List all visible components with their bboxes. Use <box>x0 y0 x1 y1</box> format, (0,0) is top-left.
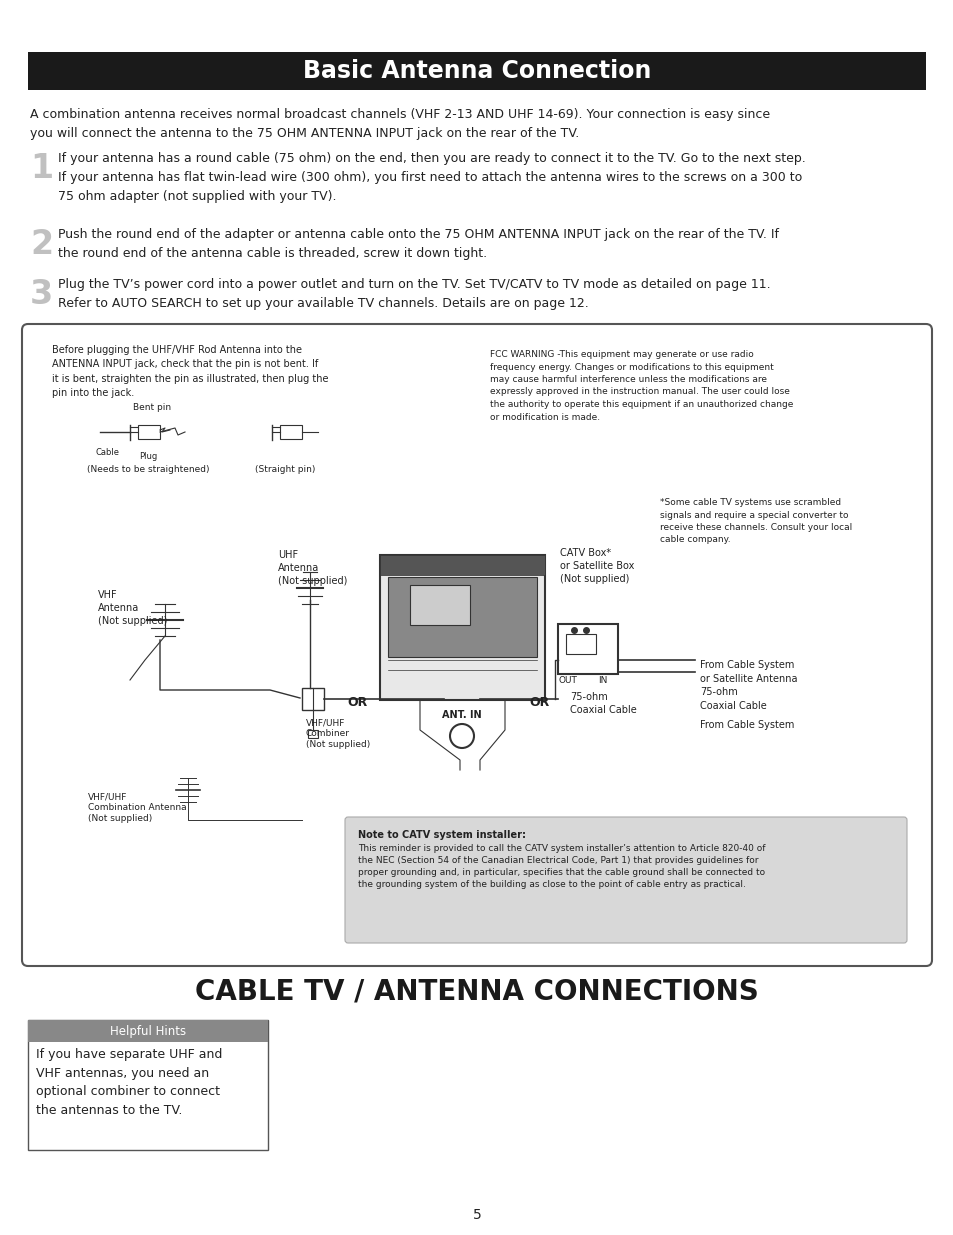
Text: FCC WARNING -This equipment may generate or use radio
frequency energy. Changes : FCC WARNING -This equipment may generate… <box>490 350 793 421</box>
Bar <box>302 688 324 710</box>
Text: UHF
Antenna
(Not supplied): UHF Antenna (Not supplied) <box>277 550 347 587</box>
Text: 3: 3 <box>30 278 53 311</box>
Text: CABLE TV / ANTENNA CONNECTIONS: CABLE TV / ANTENNA CONNECTIONS <box>195 978 758 1007</box>
Text: Before plugging the UHF/VHF Rod Antenna into the
ANTENNA INPUT jack, check that : Before plugging the UHF/VHF Rod Antenna … <box>52 345 328 398</box>
Text: (Straight pin): (Straight pin) <box>254 466 314 474</box>
Bar <box>28 1020 268 1042</box>
Bar <box>379 555 544 700</box>
Text: Push the round end of the adapter or antenna cable onto the 75 OHM ANTENNA INPUT: Push the round end of the adapter or ant… <box>58 228 779 261</box>
Bar <box>379 555 544 576</box>
Text: A combination antenna receives normal broadcast channels (VHF 2-13 AND UHF 14-69: A combination antenna receives normal br… <box>30 107 769 140</box>
Bar <box>138 425 160 438</box>
Text: If your antenna has a round cable (75 ohm) on the end, then you are ready to con: If your antenna has a round cable (75 oh… <box>58 152 805 203</box>
Text: VHF
Antenna
(Not supplied): VHF Antenna (Not supplied) <box>98 590 167 626</box>
Text: Plug: Plug <box>139 452 157 461</box>
Text: Basic Antenna Connection: Basic Antenna Connection <box>302 59 651 83</box>
Text: OUT: OUT <box>558 676 577 685</box>
Text: (Needs to be straightened): (Needs to be straightened) <box>87 466 209 474</box>
Text: Cable: Cable <box>96 448 120 457</box>
Text: 75-ohm
Coaxial Cable: 75-ohm Coaxial Cable <box>569 692 636 715</box>
FancyBboxPatch shape <box>22 324 931 966</box>
Text: 1: 1 <box>30 152 53 185</box>
Bar <box>558 624 618 674</box>
Text: Note to CATV system installer:: Note to CATV system installer: <box>357 830 525 840</box>
Text: Plug the TV’s power cord into a power outlet and turn on the TV. Set TV/CATV to : Plug the TV’s power cord into a power ou… <box>58 278 770 310</box>
Text: From Cable System: From Cable System <box>700 720 794 730</box>
Text: IN: IN <box>598 676 607 685</box>
Text: ANT. IN: ANT. IN <box>442 710 481 720</box>
Text: If you have separate UHF and
VHF antennas, you need an
optional combiner to conn: If you have separate UHF and VHF antenna… <box>36 1049 222 1116</box>
Text: From Cable System
or Satellite Antenna
75-ohm
Coaxial Cable: From Cable System or Satellite Antenna 7… <box>700 659 797 711</box>
Circle shape <box>450 724 474 748</box>
Text: This reminder is provided to call the CATV system installer’s attention to Artic: This reminder is provided to call the CA… <box>357 844 764 889</box>
Text: OR: OR <box>529 697 550 709</box>
Text: VHF/UHF
Combination Antenna
(Not supplied): VHF/UHF Combination Antenna (Not supplie… <box>88 792 187 824</box>
Text: OR: OR <box>348 697 368 709</box>
Bar <box>565 634 596 655</box>
Bar <box>28 1020 268 1150</box>
Text: Bent pin: Bent pin <box>132 403 171 412</box>
Bar <box>308 730 317 739</box>
Text: CATV Box*
or Satellite Box
(Not supplied): CATV Box* or Satellite Box (Not supplied… <box>559 548 634 584</box>
Text: 5: 5 <box>472 1208 481 1221</box>
Text: 2: 2 <box>30 228 53 261</box>
FancyBboxPatch shape <box>345 818 906 944</box>
Bar <box>410 585 470 625</box>
Text: Helpful Hints: Helpful Hints <box>110 1025 186 1037</box>
Bar <box>28 52 925 90</box>
Bar <box>280 425 302 438</box>
Bar <box>388 577 537 657</box>
Text: *Some cable TV systems use scrambled
signals and require a special converter to
: *Some cable TV systems use scrambled sig… <box>659 498 851 545</box>
Text: VHF/UHF
Combiner
(Not supplied): VHF/UHF Combiner (Not supplied) <box>306 718 370 750</box>
